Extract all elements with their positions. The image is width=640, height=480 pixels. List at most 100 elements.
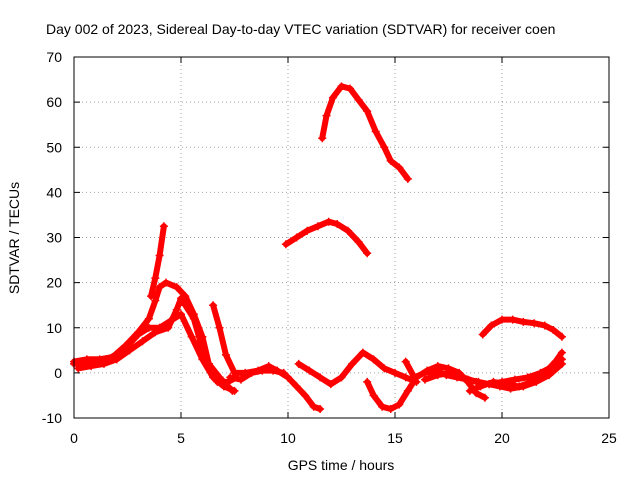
data-point xyxy=(333,219,342,228)
data-point xyxy=(112,355,121,364)
data-point xyxy=(177,294,185,303)
data-point xyxy=(363,249,372,258)
data-point xyxy=(279,368,288,377)
data-point xyxy=(510,375,519,384)
data-point xyxy=(386,156,395,165)
data-point xyxy=(181,301,190,310)
data-point xyxy=(391,368,399,377)
data-point xyxy=(151,328,160,337)
data-point xyxy=(324,217,333,226)
data-point xyxy=(337,82,346,91)
x-tick-label: 5 xyxy=(177,430,185,446)
data-point xyxy=(540,321,549,330)
data-point xyxy=(523,373,532,382)
data-point xyxy=(309,402,318,411)
chart-title: Day 002 of 2023, Sidereal Day-to-day VTE… xyxy=(46,21,555,37)
data-point xyxy=(87,362,96,371)
data-point xyxy=(189,314,198,323)
y-tick-label: 0 xyxy=(54,365,62,381)
series-track-5 xyxy=(209,301,325,413)
y-tick-label: 10 xyxy=(46,320,62,336)
data-point xyxy=(303,226,312,235)
data-point xyxy=(348,359,357,368)
series-line xyxy=(148,223,167,300)
x-tick-label: 10 xyxy=(280,430,296,446)
data-point xyxy=(472,377,481,386)
data-point xyxy=(144,314,153,323)
series-track-8 xyxy=(318,82,412,183)
data-point xyxy=(465,386,474,395)
data-point xyxy=(134,328,143,337)
data-point xyxy=(294,359,303,368)
data-point xyxy=(540,368,549,377)
data-point xyxy=(369,391,378,400)
data-point xyxy=(204,359,213,368)
data-point xyxy=(557,332,566,341)
data-point xyxy=(247,368,256,377)
y-tick-label: 70 xyxy=(46,49,62,65)
data-point xyxy=(162,278,171,287)
series-line xyxy=(71,311,238,394)
data-point xyxy=(138,337,147,346)
data-point xyxy=(326,380,335,389)
y-axis-label: SDTVAR / TECUs xyxy=(6,182,22,294)
data-point xyxy=(487,321,496,330)
data-point xyxy=(292,233,301,242)
series-track-6 xyxy=(226,366,288,384)
data-point xyxy=(172,305,181,314)
series-layer xyxy=(70,82,566,413)
data-point xyxy=(530,319,539,328)
data-point xyxy=(318,134,327,143)
series-track-3 xyxy=(74,294,237,395)
data-point xyxy=(478,330,487,339)
data-point xyxy=(489,377,498,386)
series-track-14 xyxy=(478,315,566,341)
data-point xyxy=(316,373,325,382)
y-tick-label: 20 xyxy=(46,275,62,291)
data-point xyxy=(121,341,130,350)
data-point xyxy=(395,163,404,172)
data-point xyxy=(99,359,108,368)
data-point xyxy=(187,332,196,341)
series-track-7 xyxy=(281,217,372,258)
data-point xyxy=(410,373,419,382)
data-point xyxy=(446,368,455,377)
data-point xyxy=(155,251,164,260)
data-point xyxy=(508,315,517,324)
x-tick-label: 25 xyxy=(601,430,617,446)
series-line xyxy=(295,349,420,388)
series-track-4 xyxy=(147,222,168,301)
data-point xyxy=(476,382,485,391)
data-point xyxy=(159,222,168,231)
data-point xyxy=(328,93,337,102)
data-point xyxy=(215,373,224,382)
data-point xyxy=(346,84,355,93)
data-point xyxy=(369,355,378,364)
data-point xyxy=(378,402,387,411)
series-line xyxy=(319,83,411,182)
data-point xyxy=(144,323,153,332)
data-point xyxy=(527,377,536,386)
data-point xyxy=(177,310,185,319)
x-tick-label: 15 xyxy=(387,430,403,446)
x-axis-label: GPS time / hours xyxy=(288,457,395,473)
data-point xyxy=(74,364,83,373)
y-tick-label: 40 xyxy=(46,184,62,200)
data-point xyxy=(301,391,310,400)
data-point xyxy=(151,296,160,305)
data-point xyxy=(281,240,290,249)
data-point xyxy=(292,382,301,391)
data-point xyxy=(371,127,380,136)
data-point xyxy=(380,143,389,152)
data-point xyxy=(363,377,372,386)
series-line xyxy=(466,349,565,394)
data-point xyxy=(226,373,235,382)
data-point xyxy=(459,373,468,382)
data-point xyxy=(403,174,412,183)
data-point xyxy=(557,348,566,357)
data-point xyxy=(151,274,160,283)
data-point xyxy=(269,366,278,375)
data-point xyxy=(358,348,367,357)
data-point xyxy=(337,373,346,382)
